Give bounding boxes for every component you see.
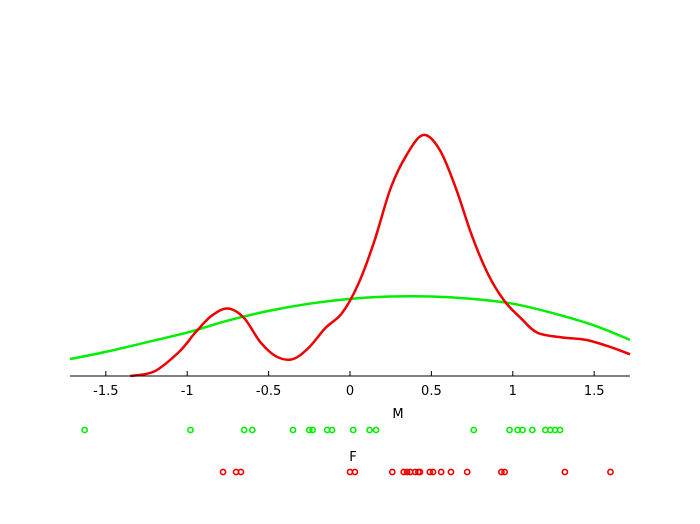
density-curves — [69, 133, 631, 378]
rug-point-m — [309, 426, 316, 434]
x-tick-label: 1 — [509, 384, 517, 399]
rug-point-m — [349, 426, 357, 434]
x-axis-ticks: -1.5 -1 -0.5 0 0.5 1 1.5 — [93, 371, 605, 399]
x-axis: -1.5 -1 -0.5 0 0.5 1 1.5 — [70, 371, 630, 399]
rug-point-f — [607, 468, 614, 476]
rug-point-m — [556, 426, 564, 434]
rug-point-f — [219, 468, 227, 476]
rug-point-m — [187, 426, 194, 434]
rug-point-m — [366, 426, 373, 434]
rug-point-f — [426, 468, 434, 476]
rug-point-m — [248, 426, 256, 434]
rug-f: F — [219, 450, 614, 476]
rug-point-m — [289, 426, 297, 434]
rug-point-f — [351, 468, 359, 476]
rug-point-f — [403, 468, 411, 476]
x-tick-label: 0.5 — [421, 384, 442, 399]
x-tick-label: 0 — [346, 384, 354, 399]
rug-point-f — [447, 468, 455, 476]
rug-point-f — [237, 468, 245, 476]
rug-label-f: F — [349, 450, 356, 465]
rug-point-f — [497, 468, 505, 476]
rug-point-f — [400, 468, 408, 476]
rug-f-points — [219, 468, 614, 476]
rug-point-m — [81, 426, 89, 434]
density-line-0 — [69, 294, 631, 361]
density-line-1 — [129, 133, 631, 378]
rug-point-m — [372, 426, 380, 434]
rug-point-m — [506, 426, 513, 434]
rug-label-m: M — [392, 407, 403, 422]
rug-point-f — [561, 468, 569, 476]
x-tick-label: -0.5 — [256, 384, 281, 399]
rug-point-f — [501, 468, 509, 476]
rug-point-m — [528, 426, 536, 434]
rug-point-f — [416, 468, 424, 476]
rug-point-f — [437, 468, 445, 476]
rug-point-f — [463, 468, 471, 476]
rug-m: M — [81, 407, 564, 434]
rug-point-m — [470, 426, 478, 434]
rug-m-points — [81, 426, 564, 434]
rug-point-m — [240, 426, 248, 434]
x-tick-label: -1 — [181, 384, 194, 399]
rug-point-m — [328, 426, 336, 434]
rug-point-f — [429, 468, 437, 476]
rug-point-m — [305, 426, 313, 434]
x-tick-label: 1.5 — [584, 384, 605, 399]
rug-point-f — [388, 468, 396, 476]
x-tick-label: -1.5 — [93, 384, 118, 399]
rug-point-m — [519, 426, 526, 434]
